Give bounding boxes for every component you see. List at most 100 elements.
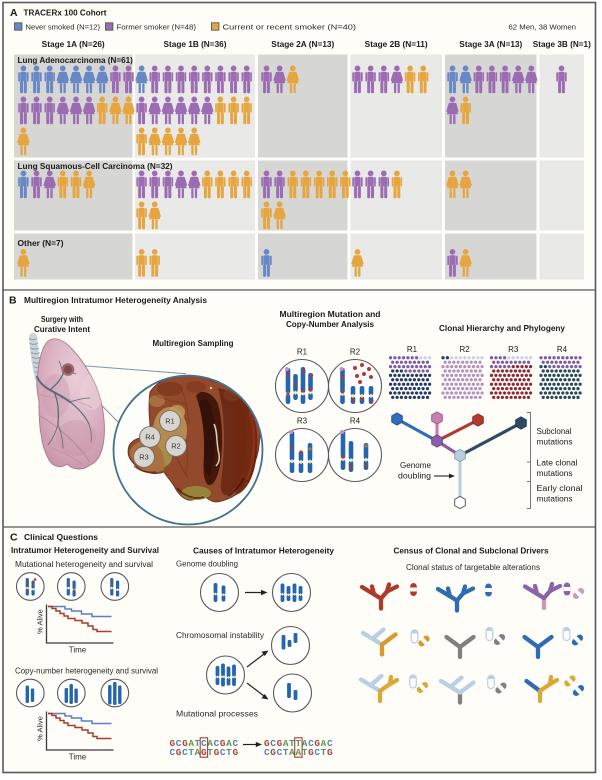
svg-text:Late clonal: Late clonal: [537, 459, 578, 468]
svg-text:T: T: [283, 747, 289, 758]
svg-text:G: G: [264, 738, 270, 749]
svg-text:C: C: [327, 738, 333, 749]
svg-text:A: A: [289, 747, 295, 758]
svg-text:C: C: [270, 738, 276, 749]
svg-text:Copy-number heterogeneity and: Copy-number heterogeneity and survival: [15, 667, 158, 676]
svg-text:Lung Squamous-Cell Carcinoma (: Lung Squamous-Cell Carcinoma (N=32): [18, 162, 173, 171]
svg-text:G: G: [169, 738, 175, 749]
svg-text:Causes of Intratumor Heterogen: Causes of Intratumor Heterogeneity: [193, 547, 334, 556]
svg-text:C: C: [201, 738, 207, 749]
svg-text:Chromosomal instability: Chromosomal instability: [176, 631, 264, 640]
svg-text:A: A: [226, 738, 232, 749]
svg-text:G: G: [308, 747, 314, 758]
svg-text:G: G: [232, 747, 238, 758]
svg-text:A: A: [195, 747, 201, 758]
svg-text:T: T: [195, 738, 201, 749]
svg-text:A: A: [321, 738, 327, 749]
svg-text:Mutational heterogeneity and s: Mutational heterogeneity and survival: [15, 560, 153, 569]
svg-text:G: G: [176, 747, 182, 758]
svg-text:T: T: [289, 738, 295, 749]
svg-text:G: G: [277, 738, 283, 749]
svg-text:% Alive: % Alive: [36, 716, 45, 741]
svg-text:R1: R1: [165, 417, 174, 426]
svg-text:G: G: [270, 747, 276, 758]
svg-text:mutations: mutations: [537, 438, 573, 447]
svg-text:G: G: [327, 747, 333, 758]
svg-text:A: A: [295, 747, 301, 758]
svg-text:T: T: [302, 747, 308, 758]
svg-text:C: C: [169, 747, 175, 758]
svg-text:Other (N=7): Other (N=7): [18, 239, 64, 248]
svg-text:Clonal Hierarchy and Phylogeny: Clonal Hierarchy and Phylogeny: [439, 324, 565, 333]
svg-text:Clonal status of targetable al: Clonal status of targetable alterations: [406, 563, 540, 572]
svg-text:Stage 2B (N=11): Stage 2B (N=11): [365, 40, 428, 49]
svg-text:C: C: [220, 747, 226, 758]
svg-text:Mutational processes: Mutational processes: [176, 710, 258, 719]
svg-text:R1: R1: [407, 345, 418, 354]
svg-text:A: A: [207, 738, 213, 749]
svg-text:R3: R3: [139, 453, 148, 462]
svg-text:A: A: [188, 738, 194, 749]
svg-text:A: A: [302, 738, 308, 749]
svg-text:Stage 1B (N=36): Stage 1B (N=36): [164, 40, 227, 49]
svg-text:Genome: Genome: [400, 461, 432, 470]
svg-text:TRACERx 100 Cohort: TRACERx 100 Cohort: [24, 8, 107, 18]
svg-text:B: B: [9, 295, 17, 307]
svg-text:Copy-Number Analysis: Copy-Number Analysis: [286, 320, 374, 329]
svg-text:Early clonal: Early clonal: [537, 484, 583, 493]
svg-text:mutations: mutations: [537, 469, 573, 478]
svg-text:C: C: [214, 738, 220, 749]
svg-text:Time: Time: [69, 646, 87, 655]
svg-text:Census of Clonal and Subclonal: Census of Clonal and Subclonal Drivers: [394, 547, 549, 556]
svg-text:R1: R1: [297, 348, 308, 357]
svg-text:A: A: [283, 738, 289, 749]
svg-text:62 Men, 38 Women: 62 Men, 38 Women: [509, 22, 577, 31]
svg-text:mutations: mutations: [537, 495, 573, 504]
svg-text:C: C: [182, 747, 188, 758]
svg-text:T: T: [321, 747, 327, 758]
svg-text:% Alive: % Alive: [36, 609, 45, 634]
svg-text:R2: R2: [459, 345, 470, 354]
svg-text:Current or recent smoker (N=40: Current or recent smoker (N=40): [223, 22, 357, 31]
svg-text:Surgery with: Surgery with: [41, 315, 83, 324]
svg-text:Time: Time: [69, 753, 87, 762]
svg-text:G: G: [214, 747, 220, 758]
svg-text:Stage 2A (N=13): Stage 2A (N=13): [271, 40, 334, 49]
svg-text:T: T: [188, 747, 194, 758]
svg-text:R4: R4: [557, 345, 568, 354]
svg-text:R4: R4: [350, 417, 361, 426]
svg-text:Multiregion Sampling: Multiregion Sampling: [153, 339, 234, 348]
svg-text:Lung Adenocarcinoma (N=61): Lung Adenocarcinoma (N=61): [18, 56, 134, 65]
svg-text:R4: R4: [145, 433, 154, 442]
svg-text:R2: R2: [171, 442, 180, 451]
svg-text:Never smoked (N=12): Never smoked (N=12): [26, 22, 101, 31]
svg-text:C: C: [10, 532, 18, 544]
svg-text:Curative Intent: Curative Intent: [34, 325, 90, 334]
svg-text:C: C: [277, 747, 283, 758]
svg-text:Multiregion Intratumor Heterog: Multiregion Intratumor Heterogeneity Ana…: [24, 295, 207, 305]
svg-text:G: G: [201, 747, 207, 758]
svg-text:C: C: [308, 738, 314, 749]
svg-text:T: T: [207, 747, 213, 758]
svg-text:Former smoker (N=48): Former smoker (N=48): [117, 22, 197, 31]
svg-text:doubling: doubling: [398, 472, 431, 481]
svg-text:Intratumor Heterogeneity and S: Intratumor Heterogeneity and Survival: [11, 546, 159, 555]
svg-text:R3: R3: [508, 345, 519, 354]
svg-text:Clinical Questions: Clinical Questions: [24, 532, 98, 542]
svg-text:C: C: [314, 747, 320, 758]
svg-text:Multiregion Mutation and: Multiregion Mutation and: [280, 310, 381, 319]
svg-text:Subclonal: Subclonal: [537, 427, 572, 436]
svg-text:G: G: [182, 738, 188, 749]
svg-text:C: C: [264, 747, 270, 758]
svg-text:R3: R3: [297, 417, 308, 426]
svg-text:T: T: [226, 747, 232, 758]
svg-text:R2: R2: [350, 348, 361, 357]
svg-text:C: C: [176, 738, 182, 749]
svg-text:C: C: [232, 738, 238, 749]
svg-text:Genome doubling: Genome doubling: [176, 560, 238, 569]
svg-text:Stage 3A (N=13): Stage 3A (N=13): [459, 40, 522, 49]
svg-text:T: T: [295, 738, 301, 749]
svg-text:Stage 1A (N=26): Stage 1A (N=26): [42, 40, 105, 49]
svg-text:G: G: [220, 738, 226, 749]
svg-text:G: G: [314, 738, 320, 749]
